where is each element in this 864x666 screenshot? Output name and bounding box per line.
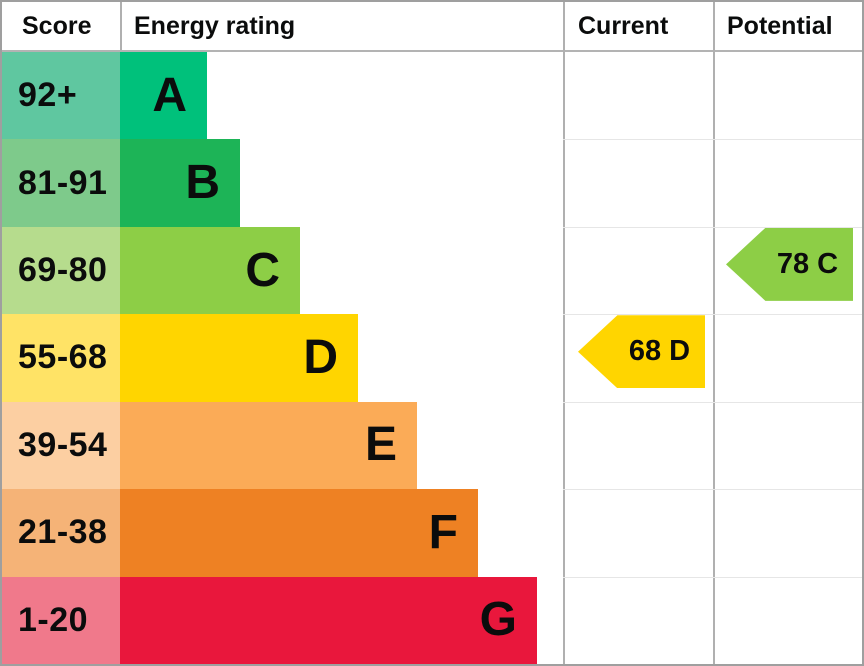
band-score-range: 21-38: [2, 489, 120, 577]
band-row-a: 92+ A: [2, 52, 862, 140]
row-separator: [563, 226, 862, 228]
band-bar: B: [120, 139, 240, 227]
current-rating-label: 68 D: [628, 335, 691, 368]
row-separator: [563, 314, 862, 316]
band-score-range: 1-20: [2, 576, 120, 664]
band-row-f: 21-38 F: [2, 489, 862, 577]
row-separator: [563, 576, 862, 578]
band-bar: A: [120, 52, 207, 140]
band-row-d: 55-68 D: [2, 314, 862, 402]
divider-potential-column: [713, 2, 715, 664]
divider-score-column: [120, 2, 122, 50]
row-separator: [563, 489, 862, 491]
row-separator: [563, 401, 862, 403]
band-score-range: 55-68: [2, 314, 120, 402]
band-score-range: 39-54: [2, 401, 120, 490]
band-bar: C: [120, 226, 300, 315]
divider-current-column: [563, 2, 565, 664]
header-potential: Potential: [727, 12, 833, 40]
row-separator: [563, 139, 862, 141]
band-bar: D: [120, 314, 358, 402]
band-bar: E: [120, 401, 417, 490]
band-score-range: 81-91: [2, 139, 120, 227]
band-score-range: 69-80: [2, 226, 120, 315]
band-score-range: 92+: [2, 52, 120, 140]
header-energy-rating: Energy rating: [134, 12, 296, 40]
potential-rating-label: 78 C: [776, 247, 839, 280]
band-bar: F: [120, 489, 478, 577]
rating-bands: 92+ A 81-91 B 69-80 C 55-68 D 39-54 E 21-38 F 1-20 G: [2, 52, 862, 664]
band-row-g: 1-20 G: [2, 576, 862, 664]
band-row-c: 69-80 C: [2, 226, 862, 315]
header-current: Current: [578, 12, 669, 40]
table-header: Score Energy rating Current Potential: [2, 2, 862, 52]
band-row-e: 39-54 E: [2, 401, 862, 490]
band-row-b: 81-91 B: [2, 139, 862, 227]
header-score: Score: [22, 12, 92, 40]
band-bar: G: [120, 576, 537, 664]
